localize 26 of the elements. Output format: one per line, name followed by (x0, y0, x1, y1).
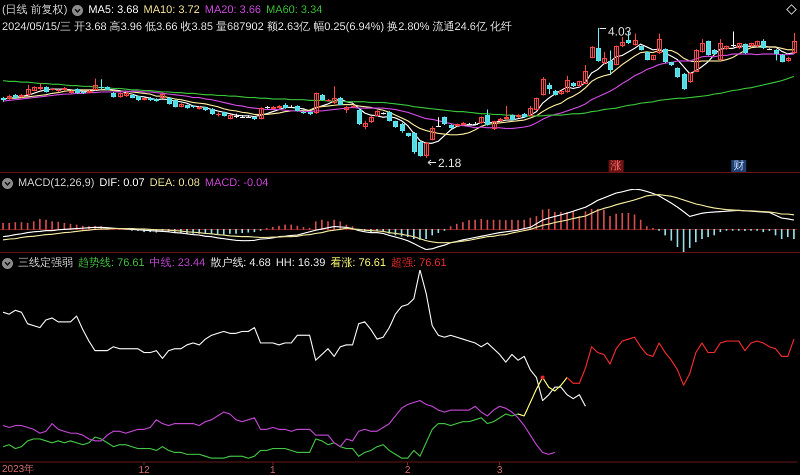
text: 财 (733, 159, 744, 172)
chart-title: (日线 前复权) (2, 3, 68, 18)
annotation: 2.18 (438, 156, 462, 170)
annotation: 4.03 (608, 24, 632, 38)
x-tick-label: 3 (496, 464, 503, 475)
text: 看涨: 76.61 (330, 256, 386, 270)
chart-subtitle: 2024/05/15/三 开3.68 高3.96 低3.66 收3.85 量687902 额2.63亿 幅0.25(6.94%) 换2.80% 流通24.6亿 化纤 (2, 20, 512, 34)
x-tick-label: 2 (404, 464, 411, 475)
text: MA20: 3.66 (204, 3, 262, 18)
text: 超强: 76.61 (390, 256, 447, 270)
chart-title: MACD(12,26,9) (18, 176, 94, 190)
text: MA60: 3.34 (266, 3, 322, 18)
legend-label: HH: 16.39 (276, 256, 326, 270)
annotation: MACD: -0.04 (204, 176, 268, 190)
text: 涨 (610, 160, 622, 172)
text: DEA: 0.08 (150, 176, 200, 190)
x-tick-label: 12 (138, 464, 150, 475)
text: MA5: 3.68 (88, 3, 139, 18)
x-tick-label: 1 (270, 464, 276, 475)
text: 散户线: 4.68 (210, 256, 271, 270)
text: 中线: 23.44 (150, 256, 206, 270)
chart-title: 三线定强弱 (18, 256, 73, 270)
x-axis-title: 2023年 (2, 464, 34, 475)
text: DIF: 0.07 (99, 176, 145, 190)
text: MA10: 3.72 (144, 3, 200, 18)
text: 趋势线: 76.61 (78, 256, 145, 270)
